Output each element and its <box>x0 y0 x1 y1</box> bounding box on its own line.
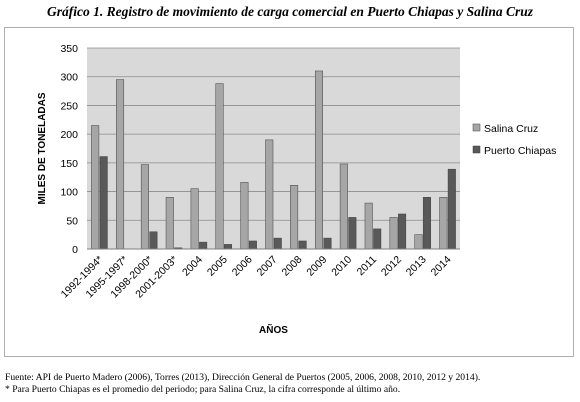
y-tick-label: 50 <box>66 215 78 227</box>
bar-puerto-chiapas <box>298 240 307 250</box>
gridlines <box>87 47 460 221</box>
bar-puerto-chiapas <box>422 197 431 250</box>
y-tick-label: 200 <box>60 129 78 141</box>
bar-salina-cruz <box>215 83 224 250</box>
y-tick-label: 0 <box>72 244 78 256</box>
y-tick-label: 250 <box>60 100 78 112</box>
x-tick-label: 2005 <box>205 254 230 279</box>
source-note: Fuente: API de Puerto Madero (2006), Tor… <box>5 372 481 383</box>
x-tick-label: 2013 <box>404 254 429 279</box>
x-axis-label: AÑOS <box>259 323 288 336</box>
bar-salina-cruz <box>364 202 373 250</box>
bar-puerto-chiapas <box>323 237 332 250</box>
legend-swatch <box>472 123 481 132</box>
bar-salina-cruz <box>439 197 448 250</box>
bar-puerto-chiapas <box>398 213 407 250</box>
bar-puerto-chiapas <box>199 241 208 250</box>
bar-salina-cruz <box>140 164 149 250</box>
chart-title: Gráfico 1. Registro de movimiento de car… <box>47 4 533 19</box>
chart-frame <box>4 27 574 357</box>
footnote: * Para Puerto Chiapas es el promedio del… <box>5 383 401 395</box>
legend-label: Salina Cruz <box>484 123 538 135</box>
legend-label: Puerto Chiapas <box>484 145 556 157</box>
y-tick-label: 300 <box>60 72 78 84</box>
bar-puerto-chiapas <box>348 217 357 250</box>
bar-puerto-chiapas <box>149 231 158 250</box>
legend-swatch <box>472 145 481 154</box>
x-tick-label: 2006 <box>230 254 255 279</box>
bar-salina-cruz <box>240 182 249 250</box>
bar-puerto-chiapas <box>447 168 456 250</box>
y-axis-label: MILES DE TONELADAS <box>37 92 48 204</box>
bar-salina-cruz <box>389 217 398 250</box>
x-tick-label: 2004 <box>180 254 205 279</box>
x-tick-label: 2007 <box>255 254 280 279</box>
bar-puerto-chiapas <box>373 228 382 250</box>
x-tick-label: 2011 <box>355 254 380 279</box>
x-tick-label: 2008 <box>279 254 304 279</box>
bar-salina-cruz <box>290 185 299 250</box>
x-tick-label: 2014 <box>429 254 454 279</box>
y-tick-label: 350 <box>60 43 78 55</box>
bar-puerto-chiapas <box>248 240 257 250</box>
y-axis-ticks: 0 50 100 150 200 250 300 350 <box>60 43 78 256</box>
bar-salina-cruz <box>165 197 174 250</box>
bar-puerto-chiapas <box>99 156 108 250</box>
legend: Salina Cruz Puerto Chiapas <box>472 123 556 157</box>
bar-salina-cruz <box>414 234 423 250</box>
bar-salina-cruz <box>91 125 100 250</box>
plot-area <box>87 48 460 249</box>
bar-salina-cruz <box>190 188 199 250</box>
bar-salina-cruz <box>265 139 274 250</box>
bar-puerto-chiapas <box>224 244 233 250</box>
bar-salina-cruz <box>314 70 323 250</box>
x-tick-label: 2009 <box>304 254 329 279</box>
y-tick-label: 100 <box>60 187 78 199</box>
x-tick-label: 2012 <box>379 254 404 279</box>
x-tick-label: 2010 <box>329 254 354 279</box>
y-tick-label: 150 <box>60 158 78 170</box>
footer: Fuente: API de Puerto Madero (2006), Tor… <box>5 372 480 395</box>
x-axis-categories: 1992-1994*1995-1997*1998-2000*2001-2003*… <box>59 254 454 301</box>
bar-puerto-chiapas <box>273 237 282 250</box>
bar-salina-cruz <box>339 163 348 250</box>
bar-salina-cruz <box>116 79 125 250</box>
